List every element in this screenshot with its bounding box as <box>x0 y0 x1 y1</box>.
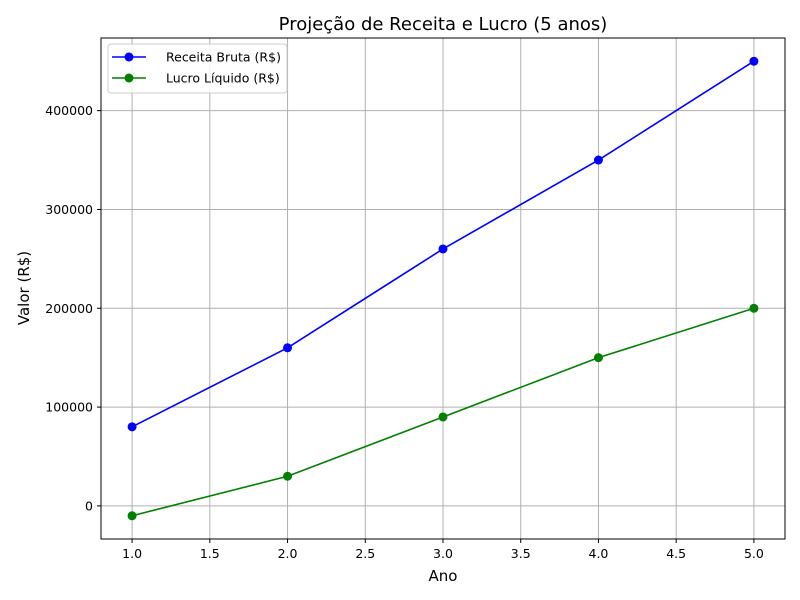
series-1-point <box>749 56 759 66</box>
series-2-point <box>127 511 137 521</box>
series-1-point <box>438 244 448 254</box>
x-axis-ticks: 1.0 1.5 2.0 2.5 3.0 3.5 4.0 4.5 5.0 <box>122 539 764 561</box>
y-tick-label: 100000 <box>45 400 93 415</box>
series-1-point <box>283 343 293 353</box>
series-2-point <box>593 353 603 363</box>
x-tick-label: 1.0 <box>122 546 142 561</box>
series-2-point <box>438 412 448 422</box>
legend-marker-1 <box>124 52 134 62</box>
y-tick-label: 200000 <box>45 301 93 316</box>
x-tick-label: 1.5 <box>200 546 220 561</box>
legend-label-2: Lucro Líquido (R$) <box>166 71 280 86</box>
legend-label-1: Receita Bruta (R$) <box>166 50 281 65</box>
grid-lines <box>101 38 785 539</box>
y-axis-ticks: 0 100000 200000 300000 400000 <box>45 103 101 513</box>
y-tick-label: 400000 <box>45 103 93 118</box>
chart-title: Projeção de Receita e Lucro (5 anos) <box>279 14 608 35</box>
x-tick-label: 5.0 <box>744 546 764 561</box>
x-tick-label: 2.0 <box>278 546 298 561</box>
x-tick-label: 4.5 <box>666 546 686 561</box>
x-tick-label: 3.5 <box>511 546 531 561</box>
series-1-point <box>127 422 137 432</box>
legend-marker-2 <box>124 73 134 83</box>
x-tick-label: 4.0 <box>589 546 609 561</box>
series-2-point <box>749 303 759 313</box>
legend-box <box>107 43 288 94</box>
x-tick-label: 3.0 <box>433 546 453 561</box>
series-1-point <box>593 155 603 165</box>
y-tick-label: 300000 <box>45 202 93 217</box>
y-tick-label: 0 <box>85 498 93 513</box>
legend: Receita Bruta (R$) Lucro Líquido (R$) <box>107 43 288 94</box>
series-2-point <box>283 471 293 481</box>
x-tick-label: 2.5 <box>355 546 375 561</box>
x-axis-label: Ano <box>429 567 458 585</box>
series-group <box>127 56 759 521</box>
y-axis-label: Valor (R$) <box>15 251 33 325</box>
